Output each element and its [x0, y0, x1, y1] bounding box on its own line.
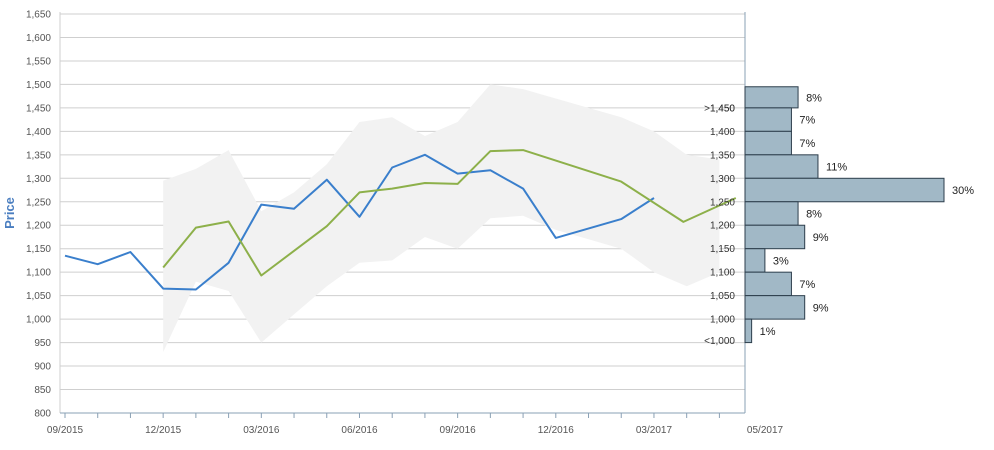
- y-axis-label: Price: [2, 197, 17, 229]
- bar-percent-label: 11%: [826, 162, 847, 174]
- distribution-bar: [744, 130, 792, 156]
- y-tick-label: 1,150: [26, 244, 51, 255]
- y-tick-label: 1,250: [26, 197, 51, 208]
- distribution-bar: [744, 271, 792, 297]
- bar-percent-label: 9%: [813, 232, 829, 244]
- y-tick-label: 1,050: [26, 291, 51, 302]
- y-tick-label: 1,350: [26, 150, 51, 161]
- range-band-area: [163, 84, 720, 353]
- y-tick-label: 1,450: [26, 103, 51, 114]
- bar-percent-label: 1%: [760, 326, 776, 338]
- bar-category-label: 1,300: [710, 174, 735, 185]
- distribution-bar: [744, 107, 792, 132]
- bar-category-label: 1,450: [710, 103, 735, 114]
- bar-category-label: 1,000: [710, 315, 735, 326]
- distribution-bar: [744, 224, 806, 250]
- y-tick-label: 1,000: [26, 315, 51, 326]
- y-tick-label: 900: [34, 362, 51, 373]
- distribution-bar: [744, 295, 806, 320]
- y-tick-label: 800: [34, 409, 51, 420]
- bar-category-label: 1,150: [710, 244, 735, 255]
- x-tick-label: 12/2016: [538, 425, 575, 436]
- bar-category-label: <1,000: [704, 336, 735, 347]
- y-tick-label: 1,400: [26, 127, 51, 138]
- bar-percent-label: 30%: [952, 185, 974, 197]
- blue-series-line: [64, 153, 655, 291]
- x-tick-label: 03/2017: [636, 425, 673, 436]
- distribution-bar: [744, 201, 799, 226]
- y-axis-tick-labels: 800 850 900 950 1,000 1,050 1,100 1,150 1,200 1,2…: [26, 10, 51, 420]
- price-range-band: [163, 84, 720, 353]
- bar-category-label: 1,400: [710, 127, 735, 138]
- green-series-line: [162, 149, 737, 277]
- y-tick-label: 1,100: [26, 268, 51, 279]
- bar-category-label: 1,200: [710, 221, 735, 232]
- bar-percent-label: 7%: [799, 115, 815, 127]
- y-tick-label: 1,650: [26, 10, 51, 21]
- distribution-bar: [744, 318, 753, 344]
- x-tick-label: 09/2015: [47, 425, 84, 436]
- bar-category-label: 1,050: [710, 291, 735, 302]
- bar-category-label: 1,350: [710, 150, 735, 161]
- bar-percent-label: 7%: [799, 138, 815, 150]
- x-tick-label: 05/2017: [747, 425, 784, 436]
- bar-percent-label: 7%: [799, 279, 815, 291]
- y-tick-label: 1,200: [26, 221, 51, 232]
- y-tick-label: 1,500: [26, 80, 51, 91]
- y-tick-label: 850: [34, 385, 51, 396]
- distribution-bar: [744, 248, 766, 273]
- bar-percent-label: 8%: [806, 92, 822, 104]
- x-tick-label: 09/2016: [440, 425, 477, 436]
- x-tick-label: 12/2015: [145, 425, 182, 436]
- y-tick-label: 1,600: [26, 33, 51, 44]
- y-tick-label: 950: [34, 338, 51, 349]
- y-tick-label: 1,550: [26, 56, 51, 67]
- distribution-bar: [744, 154, 819, 179]
- x-axis-tick-labels: 09/2015 12/2015 03/2016 06/2016 09/2016 12/20…: [47, 425, 784, 436]
- bar-percent-label: 3%: [773, 255, 789, 267]
- bar-category-label: 1,250: [710, 197, 735, 208]
- y-tick-label: 1,300: [26, 174, 51, 185]
- distribution-bar: [744, 86, 799, 109]
- axes: [59, 12, 746, 418]
- bar-percent-label: 9%: [813, 302, 829, 314]
- bar-category-label: 1,100: [710, 268, 735, 279]
- bar-percent-label: 8%: [806, 209, 822, 221]
- x-tick-label: 06/2016: [341, 425, 378, 436]
- bar-category-label: >1,450: [704, 103, 735, 114]
- distribution-bar: [744, 177, 945, 203]
- price-series: [64, 149, 737, 291]
- x-tick-label: 03/2016: [243, 425, 280, 436]
